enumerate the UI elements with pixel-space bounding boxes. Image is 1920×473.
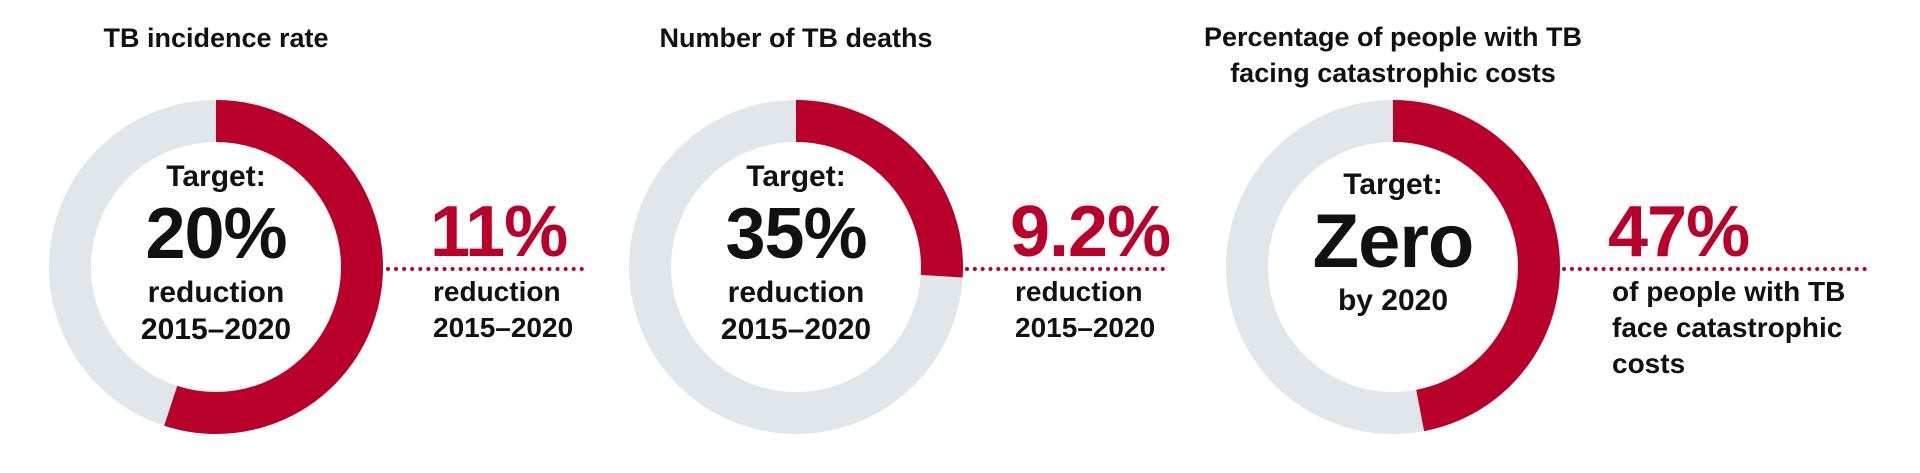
target-label: Target: bbox=[166, 160, 266, 193]
title-line: Number of TB deaths bbox=[659, 23, 933, 53]
dotted-connector bbox=[1562, 267, 1867, 271]
target-value: 35% bbox=[725, 194, 867, 274]
achieved-value: 47% bbox=[1608, 192, 1750, 272]
panel-title: Number of TB deaths bbox=[586, 20, 1006, 56]
target-sub: by 2020 bbox=[1337, 284, 1449, 317]
target-sub: 2015–2020 bbox=[720, 313, 872, 346]
title-line: facing catastrophic costs bbox=[1230, 58, 1556, 88]
target-label: Target: bbox=[1343, 168, 1443, 201]
donut-achieved-segment bbox=[629, 100, 963, 434]
achieved-value: 11% bbox=[430, 192, 568, 272]
target-sub: reduction bbox=[147, 276, 285, 309]
dotted-connector bbox=[386, 267, 584, 271]
donut-catastrophic-costs bbox=[1226, 100, 1560, 434]
target-block: Target: 20% reduction 2015–2020 bbox=[86, 160, 346, 348]
title-line: Percentage of people with TB bbox=[1203, 22, 1583, 52]
target-value: 20% bbox=[145, 194, 287, 274]
achieved-sub-line: reduction bbox=[1015, 276, 1143, 307]
achieved-sub-line: of people with TB bbox=[1612, 276, 1846, 307]
achieved-sub-line: 2015–2020 bbox=[433, 312, 574, 343]
achieved-sub-line: costs bbox=[1612, 348, 1686, 379]
target-block: Target: Zero by 2020 bbox=[1263, 168, 1523, 319]
achieved-sub: reduction 2015–2020 bbox=[1015, 274, 1155, 346]
achieved-sub-line: 2015–2020 bbox=[1015, 312, 1156, 343]
achieved-sub: of people with TB face catastrophic cost… bbox=[1612, 274, 1845, 382]
donut-achieved-segment bbox=[1226, 100, 1560, 434]
achieved-value: 9.2% bbox=[1010, 192, 1171, 272]
panel-title: TB incidence rate bbox=[6, 20, 426, 56]
achieved-sub: reduction 2015–2020 bbox=[433, 274, 573, 346]
target-block: Target: 35% reduction 2015–2020 bbox=[666, 160, 926, 348]
target-value: Zero bbox=[1312, 199, 1475, 284]
donut-incidence bbox=[49, 100, 383, 434]
target-sub: 2015–2020 bbox=[140, 313, 292, 346]
target-sub: reduction bbox=[727, 276, 865, 309]
donut-achieved-segment bbox=[49, 100, 383, 434]
target-label: Target: bbox=[746, 160, 846, 193]
achieved-sub-line: reduction bbox=[433, 276, 561, 307]
donut-deaths bbox=[629, 100, 963, 434]
panel-title: Percentage of people with TB facing cata… bbox=[1183, 19, 1603, 91]
achieved-sub-line: face catastrophic bbox=[1612, 312, 1843, 343]
title-line: TB incidence rate bbox=[103, 23, 329, 53]
dotted-connector bbox=[965, 267, 1165, 271]
